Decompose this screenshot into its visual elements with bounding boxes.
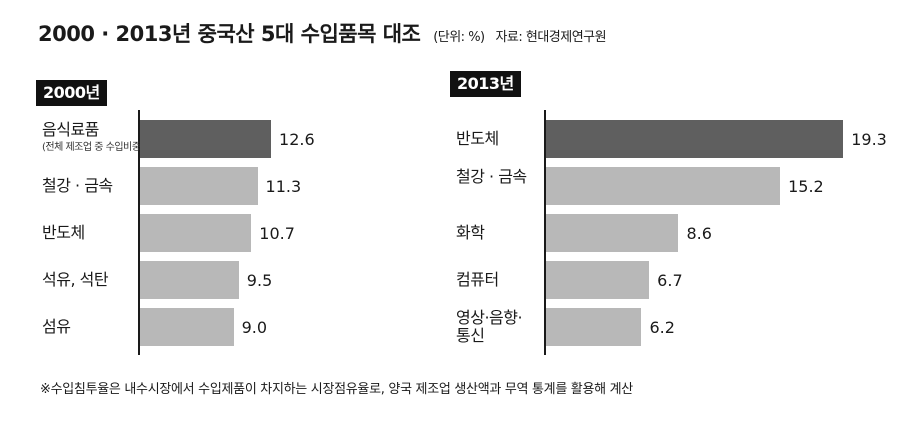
value-label: 10.7: [259, 224, 295, 243]
category-label: 철강 · 금속: [456, 168, 536, 186]
bar: [140, 120, 272, 158]
category-text: 화학: [456, 223, 485, 242]
bar: [546, 261, 650, 299]
category-label: 영상·음향·통신: [456, 309, 536, 345]
category-text: 영상·음향·통신: [456, 308, 523, 345]
bar: [546, 120, 844, 158]
category-text: 철강 · 금속: [42, 176, 113, 195]
axis-line-1: [138, 110, 140, 355]
bar: [140, 261, 239, 299]
footnote: ※수입침투율은 내수시장에서 수입제품이 차지하는 시장점유율로, 양국 제조업…: [40, 382, 633, 397]
panel-label-2: 2013년: [450, 71, 521, 97]
category-label: 화학: [456, 223, 485, 242]
value-label: 15.2: [788, 177, 824, 196]
value-label: 12.6: [279, 130, 315, 149]
bar: [140, 167, 258, 205]
value-label: 8.6: [686, 224, 712, 243]
panel-label-1: 2000년: [36, 80, 107, 106]
unit-note: (단위: %): [433, 30, 485, 45]
axis-line-2: [544, 110, 546, 355]
value-label: 6.2: [649, 318, 675, 337]
category-text: 반도체: [42, 223, 85, 242]
source-note: 자료: 현대경제연구원: [495, 30, 607, 45]
value-label: 9.5: [246, 271, 273, 290]
category-text: 철강 · 금속: [456, 167, 527, 186]
category-label: 음식료품 (전체 제조업 중 수입비중): [42, 121, 144, 154]
category-label: 섬유: [42, 317, 71, 336]
bar: [546, 167, 781, 205]
chart-title-main: 2000 · 2013년 중국산 5대 수입품목 대조: [38, 22, 421, 46]
bar: [546, 308, 642, 346]
bar: [546, 214, 679, 252]
category-text: 음식료품: [42, 120, 99, 139]
category-text: 컴퓨터: [456, 270, 499, 289]
category-label: 컴퓨터: [456, 271, 499, 289]
value-label: 9.0: [241, 318, 268, 337]
category-label: 반도체: [456, 130, 499, 148]
category-text: 섬유: [42, 317, 71, 336]
category-text: 반도체: [456, 129, 499, 148]
category-label: 반도체: [42, 224, 85, 242]
chart-title: 2000 · 2013년 중국산 5대 수입품목 대조 (단위: %) 자료: …: [38, 18, 607, 48]
value-label: 11.3: [265, 177, 302, 196]
bar: [140, 214, 252, 252]
value-label: 19.3: [851, 130, 887, 149]
category-label: 철강 · 금속: [42, 177, 113, 195]
value-label: 6.7: [657, 271, 683, 290]
category-note: (전체 제조업 중 수입비중): [42, 142, 144, 153]
category-label: 석유, 석탄: [42, 270, 109, 289]
bar: [140, 308, 234, 346]
category-text: 석유, 석탄: [42, 270, 109, 289]
